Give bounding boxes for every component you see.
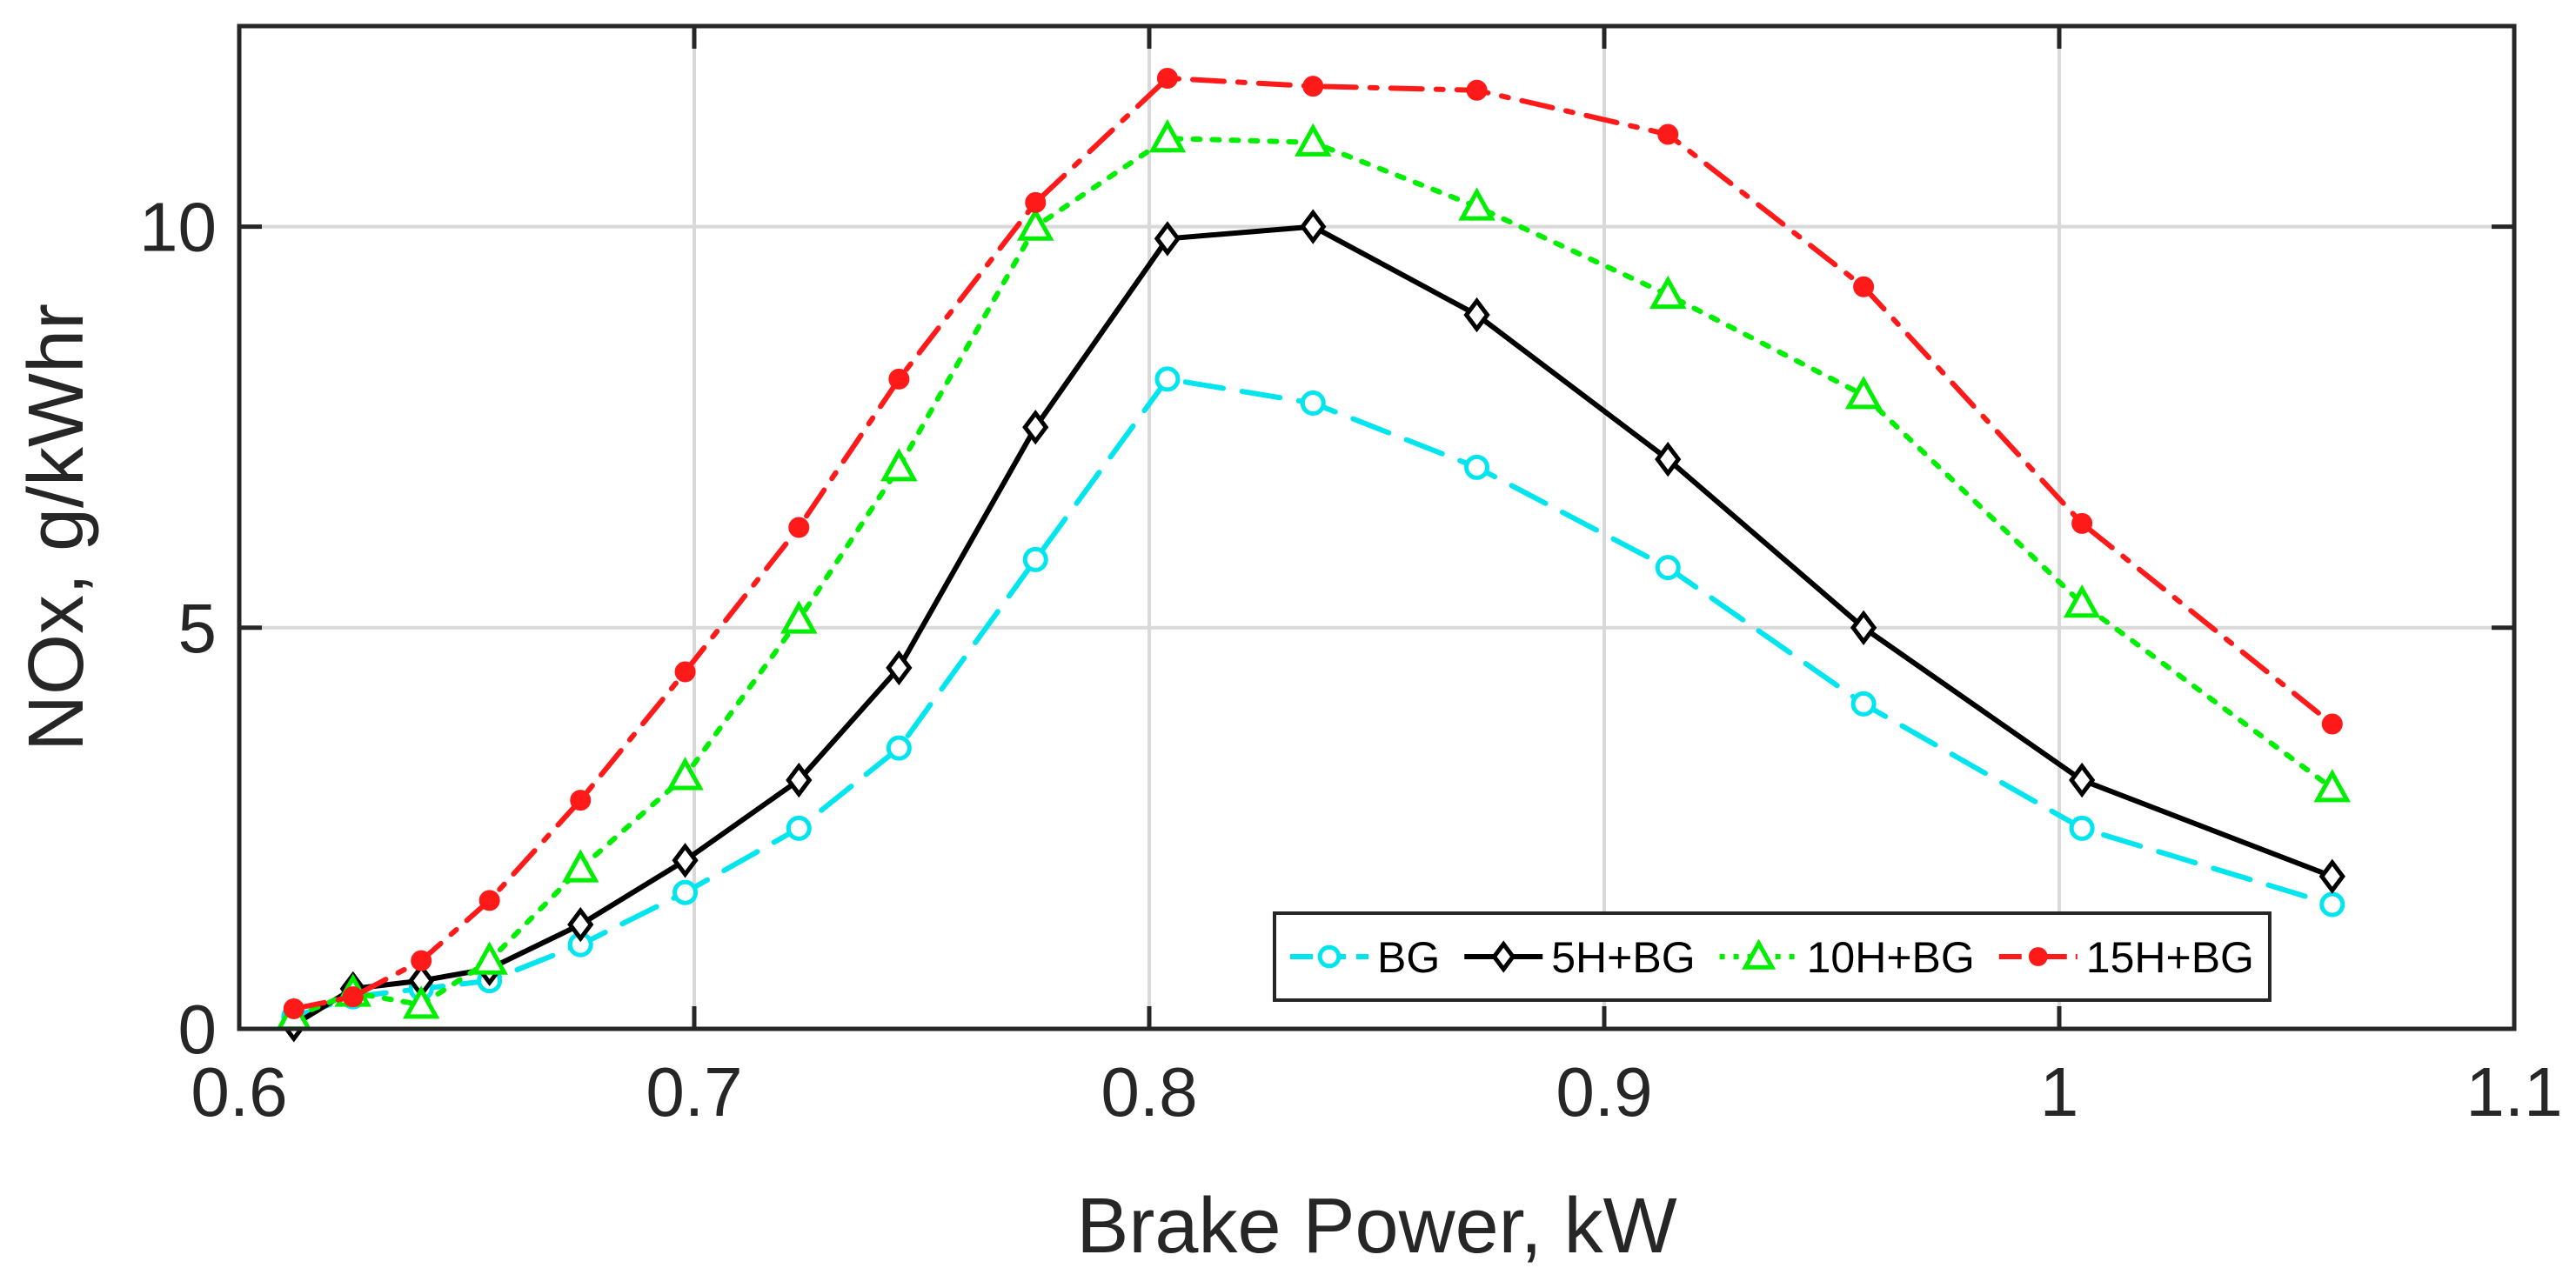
data-point — [780, 600, 818, 634]
data-point — [1022, 546, 1048, 572]
series-line — [291, 376, 2335, 1020]
data-point — [1742, 938, 1776, 970]
y-tick-label: 5 — [178, 590, 217, 667]
data-point — [1853, 276, 1875, 297]
data-point — [2321, 713, 2343, 735]
legend-label: BG — [1377, 933, 1440, 982]
legend-label: 5H+BG — [1551, 933, 1695, 982]
data-point — [1464, 454, 1490, 480]
legend-box — [1273, 911, 2272, 1002]
x-tick-label: 1 — [2040, 1053, 2079, 1131]
legend: BG 5H+BG 10H+BG 15H+BG — [1273, 911, 2272, 1002]
data-point — [1156, 67, 1178, 89]
data-point — [1463, 297, 1490, 333]
y-tick-label: 10 — [139, 189, 217, 266]
data-point — [567, 906, 594, 943]
y-tick-label: 0 — [178, 991, 217, 1068]
data-point — [786, 815, 812, 841]
data-point — [1154, 221, 1181, 257]
legend-label: 10H+BG — [1807, 933, 1975, 982]
data-point — [478, 890, 500, 911]
data-point — [411, 950, 432, 971]
data-point — [672, 843, 699, 878]
data-point — [2071, 512, 2093, 534]
data-point — [1466, 79, 1488, 101]
data-point — [1017, 207, 1054, 241]
legend-label: 15H+BG — [2086, 933, 2254, 982]
ticks: 0.6 0.7 0.8 0.9 1 1.1 0 5 10 — [139, 26, 2563, 1131]
data-point — [562, 849, 599, 883]
data-point — [1491, 940, 1516, 973]
data-point — [1655, 555, 1681, 581]
series-line — [291, 75, 2335, 1011]
data-point — [1458, 187, 1495, 221]
data-point — [2318, 858, 2345, 894]
data-point — [786, 762, 813, 798]
legend-item: BG — [1290, 933, 1440, 982]
data-point — [1655, 441, 1682, 477]
x-tick-label: 0.9 — [1556, 1053, 1652, 1131]
data-point — [888, 368, 910, 390]
data-point — [1300, 390, 1326, 417]
x-tick-label: 0.8 — [1101, 1053, 1197, 1131]
data-point — [672, 879, 699, 905]
data-point — [2069, 762, 2096, 798]
data-point — [666, 757, 704, 791]
data-point — [1025, 191, 1047, 213]
data-point — [1154, 366, 1181, 392]
data-point — [570, 790, 592, 811]
data-point — [471, 941, 508, 975]
x-axis-label: Brake Power, kW — [1076, 1183, 1676, 1270]
data-point — [1850, 610, 1877, 645]
legend-item: 15H+BG — [1998, 933, 2254, 982]
data-point — [2313, 769, 2352, 803]
legend-item: 5H+BG — [1464, 933, 1696, 982]
data-point — [1022, 410, 1049, 445]
data-point — [2063, 584, 2101, 618]
data-point — [880, 448, 918, 482]
data-point — [402, 985, 440, 1019]
data-point — [1844, 376, 1883, 410]
data-point — [283, 998, 304, 1019]
series-line — [291, 136, 2335, 1020]
series-layer — [275, 67, 2352, 1043]
data-point — [1657, 123, 1679, 145]
data-point — [788, 517, 810, 538]
series-line — [291, 224, 2335, 1028]
data-point — [1649, 275, 1687, 310]
data-point — [886, 650, 913, 686]
data-point — [342, 986, 364, 1008]
data-point — [1300, 209, 1327, 244]
data-point — [2028, 947, 2048, 966]
plot-frame — [237, 23, 2517, 1031]
x-tick-label: 1.1 — [2466, 1053, 2562, 1131]
data-point — [2319, 891, 2345, 918]
data-point — [2069, 815, 2095, 841]
data-point — [674, 661, 696, 683]
data-point — [1317, 944, 1342, 969]
data-point — [1295, 123, 1332, 157]
x-tick-label: 0.7 — [646, 1053, 742, 1131]
data-point — [886, 735, 912, 761]
series-15h-bg — [283, 67, 2343, 1019]
data-point — [1148, 118, 1187, 153]
x-tick-label: 0.6 — [191, 1053, 287, 1131]
legend-item: 10H+BG — [1719, 933, 1975, 982]
data-point — [1850, 691, 1877, 717]
y-axis-label: NOx, g/kWhr — [13, 304, 100, 751]
data-point — [1302, 76, 1324, 97]
